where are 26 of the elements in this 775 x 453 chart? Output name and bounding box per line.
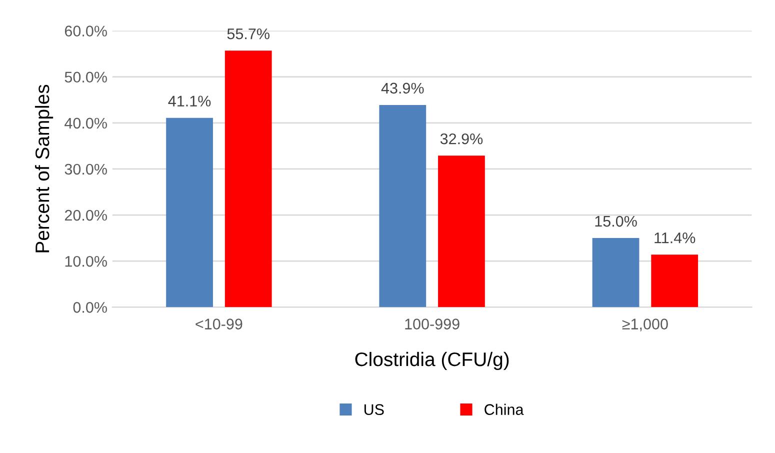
x-axis-title: Clostridia (CFU/g) — [355, 352, 509, 370]
y-tick-label: 20.0% — [64, 210, 107, 221]
y-tick-label: 10.0% — [65, 256, 107, 267]
y-tick-label: 40.0% — [64, 118, 107, 129]
bar — [166, 118, 213, 308]
data-label: 32.9% — [440, 133, 483, 144]
x-tick-label: ≥1,000 — [622, 318, 668, 332]
y-tick-label: 50.0% — [64, 72, 107, 83]
x-tick-label: <10-99 — [196, 318, 242, 330]
y-tick-label: 60.0% — [64, 26, 107, 36]
data-label: 15.0% — [595, 216, 637, 227]
y-tick-label: 0.0% — [73, 302, 107, 313]
bar — [379, 104, 426, 308]
data-label: 43.9% — [381, 82, 424, 94]
bar — [592, 238, 640, 308]
bar — [651, 254, 698, 308]
x-tick-label: 100-999 — [405, 318, 460, 330]
data-label: 41.1% — [168, 96, 211, 106]
data-label: 11.4% — [654, 232, 696, 244]
data-label: 55.7% — [227, 28, 270, 40]
legend-label: China — [484, 404, 524, 416]
bar — [224, 50, 272, 308]
bar — [438, 156, 485, 308]
y-tick-label: 30.0% — [64, 164, 107, 175]
y-axis-title: Percent of Samples — [34, 84, 54, 252]
legend-label: US — [364, 404, 384, 416]
